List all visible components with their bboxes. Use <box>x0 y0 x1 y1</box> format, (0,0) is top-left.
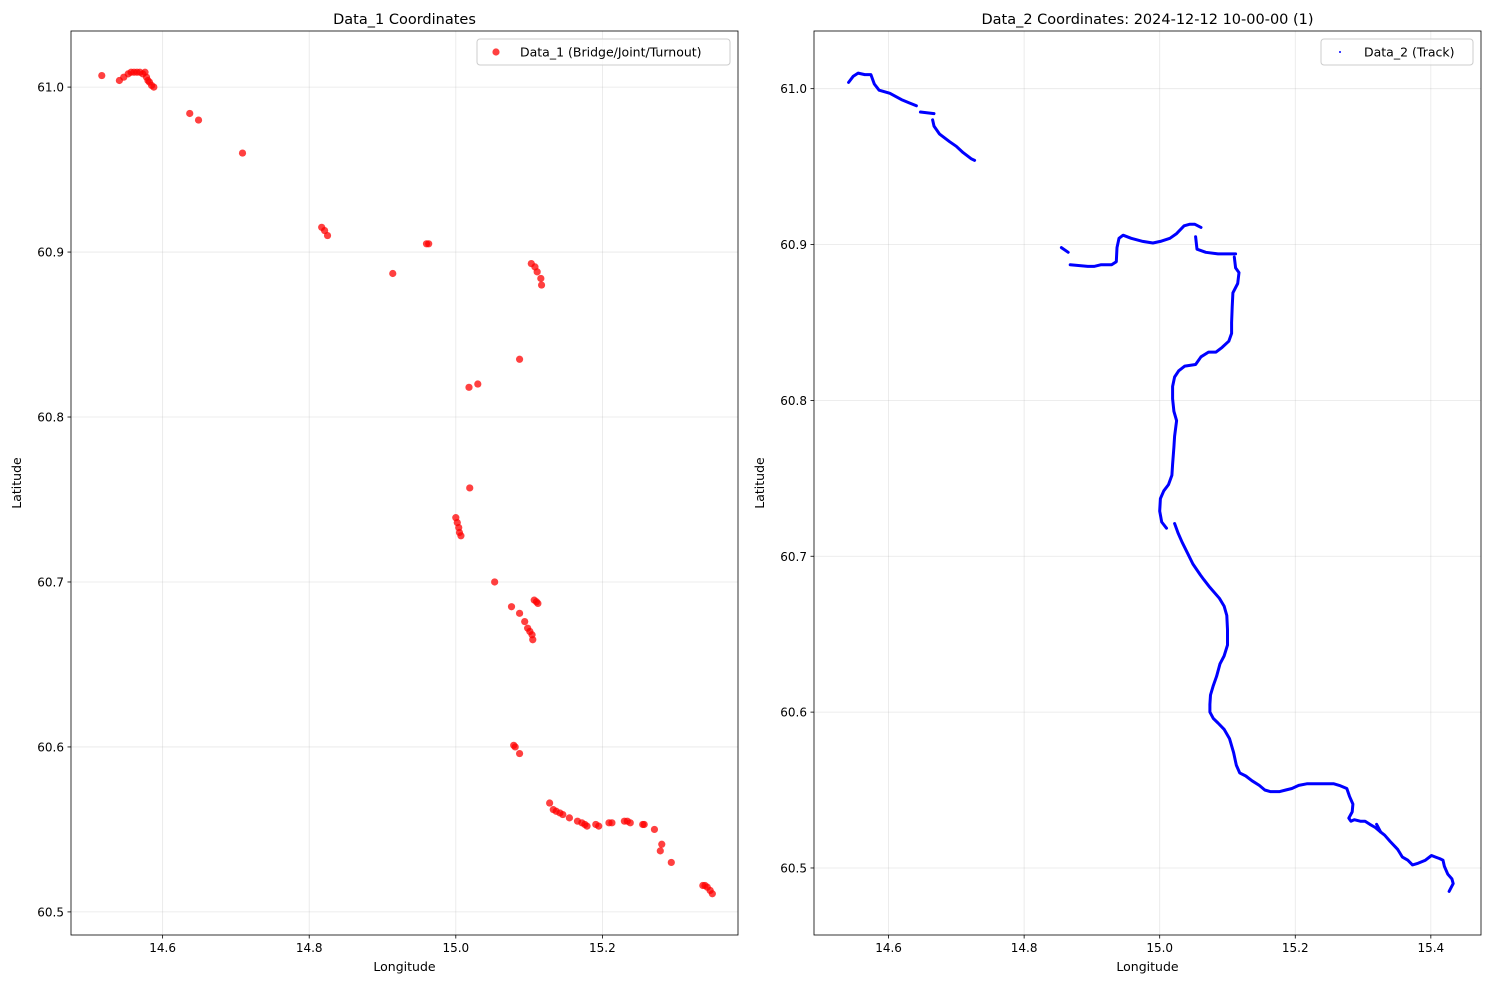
data-point <box>650 825 659 834</box>
y-tick-label: 60.7 <box>37 575 64 589</box>
data-point <box>425 240 433 248</box>
axes-frame <box>813 30 1482 936</box>
x-tick-label: 15.0 <box>1146 941 1173 955</box>
data-point <box>537 274 545 283</box>
legend-marker <box>1339 51 1341 53</box>
data-point <box>565 814 574 822</box>
data-point <box>515 749 524 758</box>
data-point <box>583 822 591 830</box>
chart-title: Data_2 Coordinates: 2024-12-12 10-00-00 … <box>981 12 1313 28</box>
x-tick-label: 14.6 <box>149 941 176 955</box>
data-point <box>626 819 634 827</box>
data-point <box>537 281 546 289</box>
track-segment <box>1059 246 1070 254</box>
x-axis-label: Longitude <box>373 959 435 974</box>
y-axis-label: Latitude <box>752 457 767 509</box>
data-point <box>533 268 541 276</box>
y-tick-label: 60.8 <box>780 394 807 408</box>
legend: Data_1 (Bridge/Joint/Turnout) <box>476 38 731 66</box>
chart-1: 14.6 14.8 15.0 15.2 60.5 60.6 60.7 60.8 60.9 61.0… <box>9 12 739 974</box>
y-tick-label: 60.9 <box>37 246 64 260</box>
data-point <box>511 743 519 751</box>
data-point <box>595 822 603 830</box>
plot-area <box>98 68 716 898</box>
legend-label: Data_2 (Track) <box>1364 45 1455 60</box>
track-segment <box>931 118 977 162</box>
x-tick-label: 15.2 <box>1282 941 1309 955</box>
track-segment <box>1158 255 1241 530</box>
chart-2: 14.6 14.8 15.0 15.2 15.4 60.5 60.6 60.7 60.8 60.9… <box>752 12 1482 974</box>
y-tick-label: 60.5 <box>37 905 64 919</box>
x-axis-label: Longitude <box>1116 959 1178 974</box>
y-tick-label: 61.0 <box>37 81 64 95</box>
data-point <box>474 380 482 388</box>
y-tick-label: 60.7 <box>780 550 807 564</box>
x-tick-label: 14.8 <box>1011 941 1038 955</box>
legend-label: Data_1 (Bridge/Joint/Turnout) <box>520 45 702 60</box>
data-point <box>658 840 666 848</box>
data-point <box>150 83 158 91</box>
y-tick-label: 60.6 <box>37 740 64 754</box>
y-tick-label: 60.8 <box>37 411 64 425</box>
track-segment <box>918 110 936 116</box>
x-tick-label: 15.2 <box>589 941 616 955</box>
track-segment <box>1173 522 1455 893</box>
data-point <box>457 532 465 540</box>
axes-frame <box>70 30 739 936</box>
plot-area <box>847 71 1455 893</box>
data-point <box>466 484 474 492</box>
data-point <box>389 269 397 278</box>
x-tick-label: 14.8 <box>296 941 323 955</box>
data-point <box>465 383 473 391</box>
data-point <box>656 847 664 855</box>
x-tick-label: 15.0 <box>442 941 469 955</box>
data-point <box>323 231 332 240</box>
data-point <box>529 636 537 644</box>
data-point <box>640 820 648 829</box>
legend-box <box>476 38 731 66</box>
data-point <box>608 819 616 827</box>
data-point <box>534 599 542 608</box>
x-tick-label: 14.6 <box>875 941 902 955</box>
data-point <box>238 149 247 157</box>
data-point <box>186 109 194 118</box>
data-point <box>708 890 716 898</box>
x-tick-label: 15.4 <box>1417 941 1444 955</box>
y-tick-label: 60.6 <box>780 706 807 720</box>
y-tick-label: 61.0 <box>780 82 807 96</box>
chart-title: Data_1 Coordinates <box>333 12 476 28</box>
data-point <box>515 355 524 363</box>
data-point <box>546 799 554 807</box>
track-segment <box>1068 222 1203 268</box>
data-point <box>667 858 675 867</box>
track-segment <box>847 71 918 108</box>
data-point <box>491 578 499 586</box>
data-point <box>521 617 529 626</box>
y-axis-label: Latitude <box>9 457 24 509</box>
data-point <box>507 603 516 611</box>
data-point <box>559 810 567 819</box>
track-segment <box>1194 235 1238 256</box>
y-tick-label: 60.5 <box>780 861 807 875</box>
legend: Data_2 (Track) <box>1320 38 1474 66</box>
data-point <box>515 609 524 617</box>
legend-box <box>1320 38 1474 66</box>
track-segment <box>1375 822 1383 834</box>
y-tick-label: 60.9 <box>780 238 807 252</box>
legend-marker <box>492 48 500 56</box>
data-point <box>98 71 106 80</box>
data-point <box>194 116 203 124</box>
